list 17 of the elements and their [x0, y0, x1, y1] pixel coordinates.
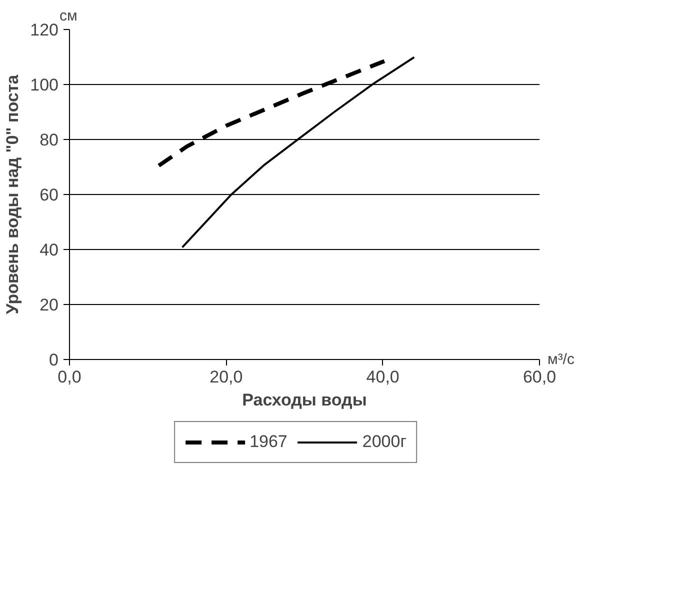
y-tick-label: 60	[40, 186, 59, 204]
y-tick-label: 100	[30, 76, 59, 94]
y-tick-label: 0	[49, 350, 59, 370]
x-tick-label: 0,0	[58, 368, 82, 386]
x-tick-label: 60,0	[522, 368, 556, 386]
y-tick-label: 20	[40, 296, 59, 314]
x-tick-label: 40,0	[366, 368, 400, 386]
y-axis-title: Уровень воды над "0" поста	[3, 74, 22, 314]
legend-label: 1967	[250, 432, 288, 452]
text: см	[60, 8, 78, 24]
x-tick-label: 20,0	[210, 368, 243, 386]
y-tick-label: 80	[40, 130, 59, 150]
y-tick-label: 40	[40, 240, 59, 260]
text: м³/с	[548, 351, 575, 368]
x-axis-title: Расходы воды	[242, 390, 367, 410]
y-tick-label: 120	[30, 20, 59, 40]
legend-label: 2000г	[362, 432, 406, 452]
